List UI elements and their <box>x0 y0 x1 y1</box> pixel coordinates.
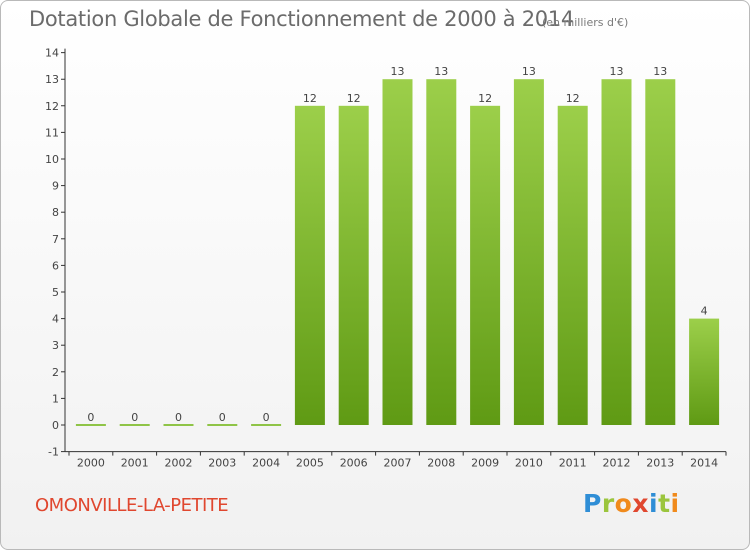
bar <box>251 424 282 426</box>
data-label: 12 <box>478 92 492 105</box>
x-tick-label: 2004 <box>252 457 280 470</box>
logo-letter: t <box>658 489 671 518</box>
x-tick-label: 2007 <box>384 457 412 470</box>
bar <box>75 424 106 426</box>
logo-letter: o <box>614 489 633 518</box>
data-label: 4 <box>701 305 708 318</box>
y-tick-label: 14 <box>45 47 59 60</box>
y-tick-label: 5 <box>52 286 59 299</box>
y-tick-label: 7 <box>52 233 59 246</box>
bar <box>645 79 676 425</box>
logo-letter: x <box>632 489 649 518</box>
data-label: 13 <box>653 65 667 78</box>
y-tick-label: 4 <box>52 313 59 326</box>
x-tick-label: 2008 <box>427 457 455 470</box>
y-tick-label: 1 <box>52 392 59 405</box>
proxiti-logo: Proxiti <box>583 489 680 518</box>
x-tick-label: 2006 <box>340 457 368 470</box>
bar <box>689 318 720 425</box>
logo-letter: i <box>670 489 680 518</box>
data-label: 13 <box>434 65 448 78</box>
commune-name: OMONVILLE-LA-PETITE <box>35 495 229 516</box>
y-tick-label: 6 <box>52 259 59 272</box>
x-tick-label: 2011 <box>559 457 587 470</box>
y-tick-label: -1 <box>48 446 59 459</box>
data-label: 12 <box>566 92 580 105</box>
logo-letter: i <box>649 489 659 518</box>
data-label: 0 <box>131 411 138 424</box>
bar <box>207 424 238 426</box>
labels-layer: -101234567891011121314200002001020020200… <box>45 47 718 470</box>
x-tick-label: 2010 <box>515 457 543 470</box>
logo-letter: P <box>583 489 602 518</box>
bar <box>294 105 325 426</box>
bar <box>601 79 632 425</box>
data-label: 12 <box>347 92 361 105</box>
x-tick-label: 2000 <box>77 457 105 470</box>
data-label: 0 <box>175 411 182 424</box>
bar <box>470 105 501 426</box>
bars-layer <box>75 79 720 426</box>
data-label: 13 <box>610 65 624 78</box>
y-tick-label: 0 <box>52 419 59 432</box>
chart-title: Dotation Globale de Fonctionnement de 20… <box>29 7 574 31</box>
x-tick-label: 2012 <box>603 457 631 470</box>
x-tick-label: 2014 <box>690 457 718 470</box>
axes-layer <box>61 48 727 456</box>
y-tick-label: 12 <box>45 100 59 113</box>
x-tick-label: 2002 <box>165 457 193 470</box>
data-label: 12 <box>303 92 317 105</box>
y-tick-label: 2 <box>52 366 59 379</box>
data-label: 13 <box>391 65 405 78</box>
bar <box>426 79 457 425</box>
bar <box>513 79 544 425</box>
x-tick-label: 2005 <box>296 457 324 470</box>
bar <box>163 424 194 426</box>
y-tick-label: 8 <box>52 206 59 219</box>
data-label: 0 <box>263 411 270 424</box>
y-tick-label: 11 <box>45 126 59 139</box>
y-tick-label: 10 <box>45 153 59 166</box>
data-label: 0 <box>87 411 94 424</box>
data-label: 0 <box>219 411 226 424</box>
x-tick-label: 2001 <box>121 457 149 470</box>
chart-unit-note: (en milliers d'€) <box>542 16 629 29</box>
y-tick-label: 3 <box>52 339 59 352</box>
logo-letter: r <box>601 489 615 518</box>
x-tick-label: 2009 <box>471 457 499 470</box>
data-label: 13 <box>522 65 536 78</box>
y-tick-label: 9 <box>52 180 59 193</box>
bar <box>557 105 588 426</box>
x-tick-label: 2013 <box>646 457 674 470</box>
bar <box>338 105 369 426</box>
bar <box>382 79 413 425</box>
x-tick-label: 2003 <box>208 457 236 470</box>
bar <box>119 424 150 426</box>
y-tick-label: 13 <box>45 73 59 86</box>
